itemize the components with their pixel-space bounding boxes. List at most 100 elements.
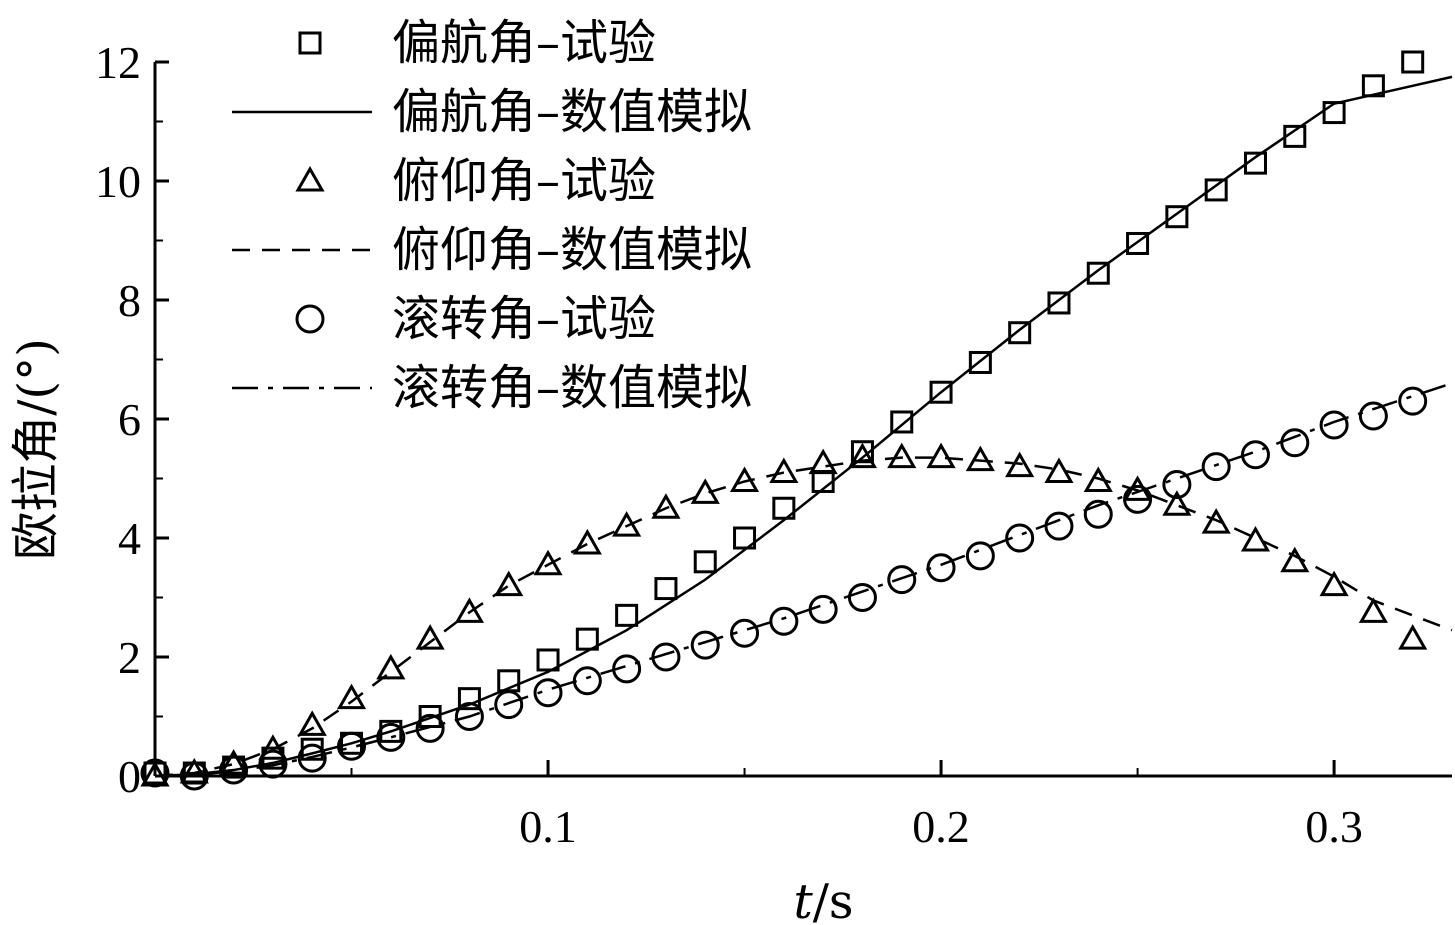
data-point-circle [1083, 499, 1113, 529]
data-point-circle [1358, 401, 1388, 431]
data-point-triangle [572, 528, 602, 555]
legend-label: 俯仰角–数值模拟 [392, 222, 752, 278]
series-layer [140, 50, 1453, 791]
series-line-dashdot [154, 382, 1453, 778]
data-point-circle [140, 758, 170, 788]
data-point-square [733, 526, 757, 550]
data-point-square [1047, 291, 1071, 315]
y-tick-label: 8 [118, 275, 141, 326]
data-point-circle [337, 731, 367, 761]
x-axis-title: t/s [793, 874, 853, 925]
legend-entry: 偏航角–试验 [298, 15, 656, 71]
data-point-triangle [1240, 525, 1271, 552]
data-point-triangle [926, 442, 956, 469]
series-dashed [154, 456, 1453, 778]
y-tick-label: 2 [118, 632, 141, 683]
data-point-circle [847, 583, 877, 612]
data-point-circle [730, 618, 760, 648]
legend-marker-triangle [295, 165, 325, 192]
data-point-square [890, 410, 914, 434]
data-point-circle [533, 678, 563, 708]
data-point-square [575, 627, 599, 651]
data-point-square [457, 687, 481, 711]
data-point-circle [1005, 523, 1035, 553]
data-point-circle [572, 666, 602, 696]
y-tick-label: 12 [95, 37, 141, 88]
data-point-circle [1201, 452, 1231, 482]
data-point-triangle [1162, 490, 1192, 516]
data-point-circle [1162, 469, 1192, 499]
data-point-circle [376, 722, 406, 752]
data-point-circle [415, 713, 445, 743]
series-line-dashed [154, 456, 1453, 778]
data-point-circle [1123, 484, 1153, 514]
legend-label: 滚转角–数值模拟 [392, 360, 752, 416]
series-markers [140, 386, 1428, 791]
legend-label: 滚转角–试验 [392, 291, 656, 347]
data-point-circle [926, 553, 956, 583]
series-markers [143, 50, 1425, 785]
data-point-circle [1319, 410, 1349, 440]
legend-entry: 俯仰角–试验 [295, 153, 656, 209]
legend-label: 偏航角–数值模拟 [392, 84, 752, 140]
data-point-triangle [454, 597, 485, 623]
y-tick-label: 4 [118, 513, 141, 564]
data-point-triangle [336, 683, 367, 710]
data-point-triangle [1005, 451, 1035, 478]
data-point-circle [179, 761, 209, 791]
data-point-square [1165, 205, 1189, 229]
series-line-solid [154, 75, 1453, 778]
legend-entry: 俯仰角–数值模拟 [232, 222, 752, 278]
data-point-triangle [219, 749, 249, 775]
data-point-triangle [847, 442, 878, 469]
data-point-circle [258, 749, 288, 779]
x-tick-label: 0.3 [1305, 801, 1363, 852]
data-point-triangle [808, 448, 838, 475]
data-point-triangle [415, 624, 445, 650]
legend-label: 俯仰角–试验 [392, 153, 656, 209]
series-dashdot [154, 382, 1453, 778]
data-point-triangle [965, 445, 995, 472]
data-point-square [968, 350, 992, 374]
series-solid [154, 75, 1453, 778]
data-point-circle [690, 630, 720, 660]
data-point-circle [1280, 428, 1310, 458]
data-point-triangle [533, 549, 563, 576]
data-point-triangle [612, 511, 642, 537]
data-point-circle [965, 541, 995, 571]
x-axis-title-variable: t [793, 874, 813, 925]
legend-entry: 滚转角–数值模拟 [232, 360, 752, 416]
legend-label: 偏航角–试验 [392, 15, 656, 71]
data-point-triangle [297, 710, 327, 736]
x-tick-label: 0.1 [519, 801, 577, 852]
y-axis-title: 欧拉角/(°) [8, 338, 64, 560]
legend-entry: 偏航角–数值模拟 [232, 84, 752, 140]
data-point-circle [297, 743, 327, 773]
data-point-circle [1044, 511, 1074, 541]
data-point-circle [1240, 440, 1270, 470]
data-point-triangle [651, 493, 681, 519]
data-point-square [1008, 321, 1032, 345]
data-point-circle [454, 702, 484, 731]
series-markers [140, 442, 1428, 787]
data-point-square [1086, 261, 1110, 285]
data-point-triangle [887, 442, 917, 469]
data-point-circle [494, 690, 524, 720]
x-tick-label: 0.2 [912, 801, 970, 852]
data-point-square [615, 603, 639, 627]
legend-marker-square [298, 31, 322, 55]
data-point-square [654, 577, 678, 601]
data-point-triangle [1398, 624, 1428, 650]
axes: 0 2 4 6 8 10 12 0.1 0.2 0.3 [95, 37, 1452, 852]
data-point-square [693, 550, 717, 574]
data-point-triangle [258, 734, 288, 760]
data-point-circle [808, 594, 838, 624]
data-point-triangle [376, 653, 406, 680]
y-tick-label: 6 [118, 394, 141, 445]
data-point-triangle [1319, 570, 1349, 597]
data-point-square [929, 380, 953, 404]
data-point-triangle [769, 457, 799, 484]
y-tick-label: 10 [95, 156, 141, 207]
y-tick-label: 0 [118, 751, 141, 802]
data-point-circle [769, 606, 799, 636]
